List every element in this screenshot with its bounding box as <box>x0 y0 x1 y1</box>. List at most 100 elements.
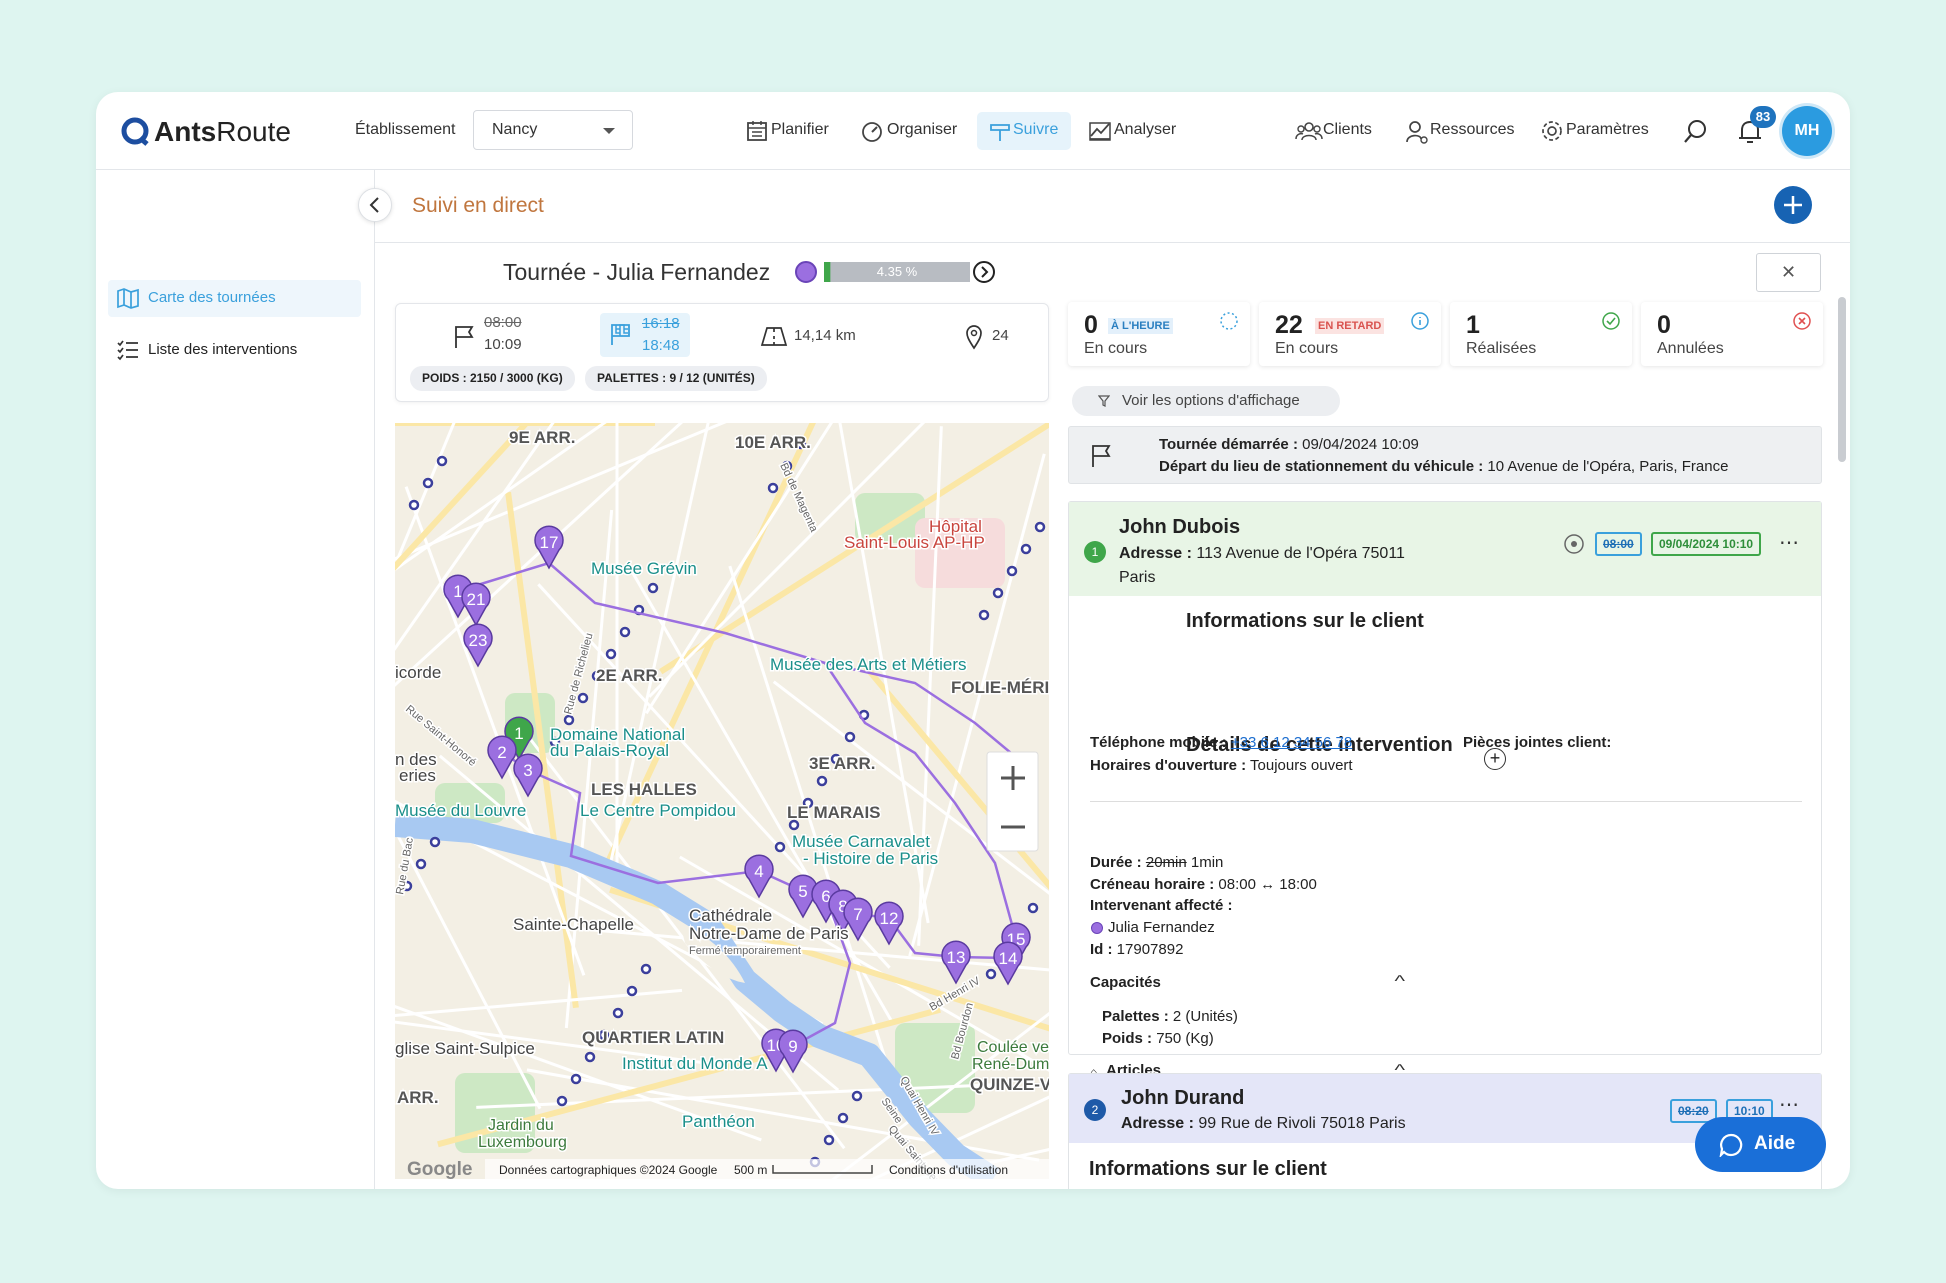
next-button[interactable] <box>972 260 996 284</box>
metro-stop <box>802 797 814 809</box>
tour-start-box: Tournée démarrée : 09/04/2024 10:09 Dépa… <box>1068 426 1822 484</box>
map-footer: Données cartographiques ©2024 Google <box>499 1163 718 1177</box>
street <box>395 423 607 572</box>
metro-stop <box>992 587 1004 599</box>
street <box>917 426 943 946</box>
map-label: FOLIE-MÉRI <box>951 678 1049 697</box>
street <box>598 423 816 878</box>
list-icon <box>117 340 138 361</box>
logo-light: Route <box>216 116 291 147</box>
progress-label: 4.35 % <box>877 264 918 279</box>
map-label: QUARTIER LATIN <box>582 1028 724 1047</box>
map-label: Cathédrale <box>689 906 772 925</box>
progress-track <box>824 262 970 282</box>
zoom-in[interactable] <box>1001 766 1025 790</box>
nav-item[interactable]: Planifier <box>771 121 829 138</box>
sidebar-active[interactable] <box>108 280 361 317</box>
duration-actual: 1min <box>1190 854 1224 871</box>
marker-label: 1 <box>514 724 523 743</box>
map-marker <box>463 623 493 668</box>
stops: 24 <box>992 327 1009 344</box>
map-label: n des <box>395 750 437 769</box>
map-label: 2E ARR. <box>596 666 662 685</box>
metro-stop <box>598 1029 610 1041</box>
street <box>395 423 684 687</box>
nav-item[interactable]: Paramètres <box>1566 121 1649 138</box>
tour-color <box>795 261 817 283</box>
pallets-badge: PALETTES : 9 / 12 (UNITÉS) <box>585 366 767 391</box>
nav-item[interactable]: Clients <box>1323 121 1372 138</box>
status-icon <box>1220 312 1238 330</box>
map-icon <box>117 288 139 309</box>
logo-bold: Ants <box>154 116 217 147</box>
status-card: 0 À L'HEURE En cours <box>1068 302 1250 366</box>
street <box>395 988 683 1017</box>
map-label: Sainte-Chapelle <box>513 915 634 934</box>
map-label: Domaine National <box>550 725 685 744</box>
metro-stop <box>781 460 793 472</box>
dropdown-caret <box>603 128 615 134</box>
collapse-button[interactable] <box>358 188 392 222</box>
section-title: Informations sur le client <box>1186 610 1424 632</box>
sidebar-item[interactable]: Liste des interventions <box>148 341 298 358</box>
weight-badge: POIDS : 2150 / 3000 (KG) <box>410 366 575 391</box>
capacity-value: 750 (Kg) <box>1156 1030 1214 1047</box>
intervention-name: John Durand <box>1121 1087 1245 1109</box>
help-button[interactable]: Aide <box>1695 1117 1826 1172</box>
more-button[interactable]: ⋯ <box>1779 532 1799 554</box>
sidebar-item[interactable]: Carte des tournées <box>148 289 276 306</box>
metro-stop <box>1034 521 1046 533</box>
nav-item[interactable]: Ressources <box>1430 121 1515 138</box>
close-button[interactable]: ✕ <box>1756 253 1821 292</box>
marker-label: 8 <box>838 897 847 916</box>
more-button[interactable]: ⋯ <box>1779 1094 1799 1116</box>
id: 17907892 <box>1116 941 1184 958</box>
map-label: Notre-Dame de Paris <box>689 924 849 943</box>
settings-icon <box>1542 121 1562 141</box>
map-label: icorde <box>395 663 441 682</box>
progress-bar: 4.35 % <box>824 262 970 282</box>
map-label: Coulée ve <box>977 1039 1049 1056</box>
avatar[interactable]: MH <box>1782 106 1832 156</box>
street <box>437 1006 941 1148</box>
map-label: Panthéon <box>682 1112 755 1131</box>
metro-stop <box>605 648 617 660</box>
start-flag-icon <box>455 326 474 348</box>
nav-item[interactable]: Suivre <box>1013 121 1059 138</box>
establishment-select[interactable]: Nancy <box>473 110 633 150</box>
street <box>679 855 1049 1072</box>
island <box>680 923 745 983</box>
phone-line: Téléphone mobile : +33 6 12 34 56 78 <box>1090 732 1352 754</box>
chat-icon <box>1719 1133 1743 1157</box>
add-button[interactable] <box>1774 186 1812 224</box>
assignee-line: Intervenant affecté : <box>1090 895 1233 917</box>
display-options[interactable]: Voir les options d'affichage <box>1072 386 1340 416</box>
actual-time: 09/04/2024 10:10 <box>1651 532 1762 556</box>
metro-stop <box>401 880 413 892</box>
map-marker <box>778 1029 808 1074</box>
marker-label: 2 <box>497 743 506 762</box>
marker-label: 6 <box>821 887 830 906</box>
nav-active[interactable] <box>977 112 1071 150</box>
suivre-icon <box>990 124 1010 141</box>
phone[interactable]: +33 6 12 34 56 78 <box>1230 734 1353 751</box>
map-footer: 500 m <box>734 1163 767 1177</box>
page-title: Suivi en direct <box>412 194 544 217</box>
hours-line: Horaires d'ouverture : Toujours ouvert <box>1090 755 1353 777</box>
notification-badge: 83 <box>1750 106 1776 128</box>
capacity-label: Palettes : <box>1102 1008 1169 1025</box>
metro-stop <box>556 1095 568 1107</box>
map-label: eries <box>399 766 436 785</box>
search-button[interactable] <box>1683 118 1709 144</box>
nav-item[interactable]: Organiser <box>887 121 958 138</box>
metro-stop <box>837 1112 849 1124</box>
status-card: 0 Annulées <box>1641 302 1823 366</box>
slot-label: Créneau horaire : <box>1090 876 1215 893</box>
id-line: Id : 17907892 <box>1090 939 1183 961</box>
metro-stop <box>640 963 652 975</box>
marker-label: 13 <box>947 948 966 967</box>
map-label: LES HALLES <box>591 780 697 799</box>
header: AntsRoute Établissement Nancy Planifier … <box>96 92 1850 170</box>
nav-item[interactable]: Analyser <box>1114 121 1177 138</box>
depart-value: 10 Avenue de l'Opéra, Paris, France <box>1487 458 1729 475</box>
